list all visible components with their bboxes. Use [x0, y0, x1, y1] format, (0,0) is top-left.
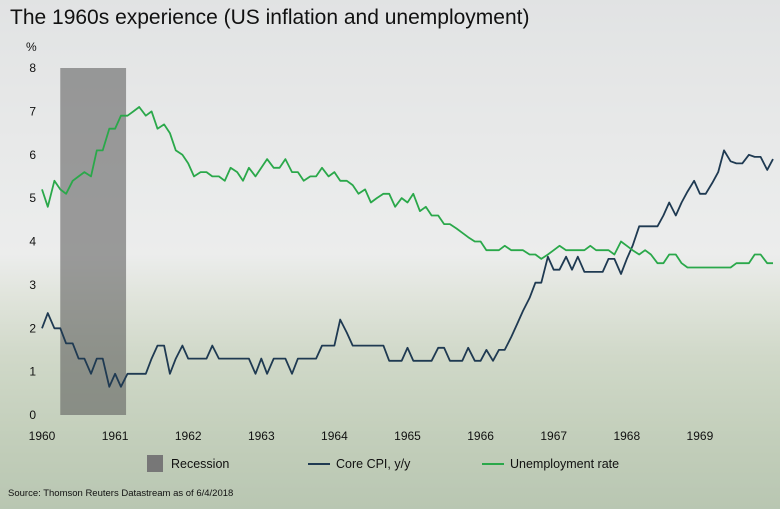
y-axis: % 0 1 2 3 4 5 6 7 8 — [26, 40, 37, 422]
y-tick-label: 8 — [29, 61, 36, 75]
x-tick-label: 1960 — [29, 429, 56, 443]
y-tick-label: 1 — [29, 365, 36, 379]
x-tick-label: 1966 — [467, 429, 494, 443]
x-tick-label: 1963 — [248, 429, 275, 443]
y-tick-label: 3 — [29, 278, 36, 292]
x-tick-label: 1969 — [687, 429, 714, 443]
series-line-core-cpi — [41, 149, 774, 388]
series-line-unemployment — [41, 106, 773, 269]
y-tick-label: 6 — [29, 148, 36, 162]
y-tick-label: 2 — [29, 321, 36, 335]
y-tick-label: 7 — [29, 104, 36, 118]
x-tick-label: 1962 — [175, 429, 202, 443]
x-tick-label: 1968 — [613, 429, 640, 443]
legend-label-recession: Recession — [171, 457, 229, 471]
x-tick-label: 1964 — [321, 429, 348, 443]
recession-layer — [60, 68, 127, 415]
y-tick-label: 4 — [29, 235, 36, 249]
y-axis-unit: % — [26, 40, 37, 54]
legend: Recession Core CPI, y/y Unemployment rate — [147, 455, 619, 472]
x-tick-label: 1965 — [394, 429, 421, 443]
chart-title: The 1960s experience (US inflation and u… — [10, 6, 530, 29]
y-tick-label: 5 — [29, 191, 36, 205]
recession-band — [60, 68, 127, 415]
series-layer — [41, 106, 774, 388]
legend-label-core-cpi: Core CPI, y/y — [336, 457, 411, 471]
legend-swatch-recession — [147, 455, 163, 472]
x-tick-label: 1961 — [102, 429, 129, 443]
source-note: Source: Thomson Reuters Datastream as of… — [8, 488, 234, 499]
legend-label-unemployment: Unemployment rate — [510, 457, 619, 471]
x-axis: 1960 1961 1962 1963 1964 1965 1966 1967 1968 1969 — [29, 429, 714, 443]
y-tick-label: 0 — [29, 408, 36, 422]
x-tick-label: 1967 — [540, 429, 567, 443]
